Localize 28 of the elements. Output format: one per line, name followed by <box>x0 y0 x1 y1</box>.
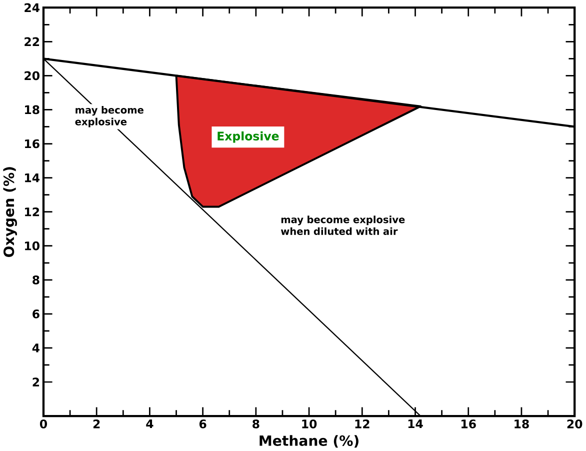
x-tick-label: 16 <box>462 420 476 428</box>
y-tick-label: 16 <box>25 139 40 148</box>
y-tick-label: 8 <box>32 276 40 284</box>
x-tick-label: 6 <box>199 420 206 428</box>
y-tick-label: 2 <box>32 378 40 386</box>
y-tick-label: 12 <box>25 208 40 216</box>
y-tick-label: 14 <box>25 174 40 182</box>
x-tick-label: 12 <box>355 420 370 428</box>
y-tick-label: 6 <box>32 310 40 318</box>
x-tick-label: 18 <box>514 420 529 428</box>
x-axis-title: Methane (%) <box>260 435 358 448</box>
x-tick-label: 14 <box>408 420 423 428</box>
annotation: Explosive <box>218 131 279 143</box>
y-tick-label: 20 <box>24 71 40 80</box>
y-tick-label: 18 <box>25 105 40 114</box>
y-axis-title: Oxygen (%) <box>3 167 17 258</box>
annotation: may become explosive <box>75 106 144 128</box>
x-tick-label: 2 <box>93 420 100 428</box>
y-tick-label: 10 <box>25 241 40 250</box>
y-tick-label: 24 <box>24 3 40 12</box>
x-tick-label: 4 <box>146 420 154 428</box>
y-tick-label: 4 <box>32 344 40 352</box>
y-tick-label: 22 <box>24 37 40 46</box>
annotation: may become explosive when diluted with air <box>280 216 405 235</box>
x-tick-label: 8 <box>252 420 260 428</box>
x-tick-label: 0 <box>40 420 48 428</box>
x-tick-label: 10 <box>302 420 317 428</box>
x-tick-label: 20 <box>567 420 582 428</box>
